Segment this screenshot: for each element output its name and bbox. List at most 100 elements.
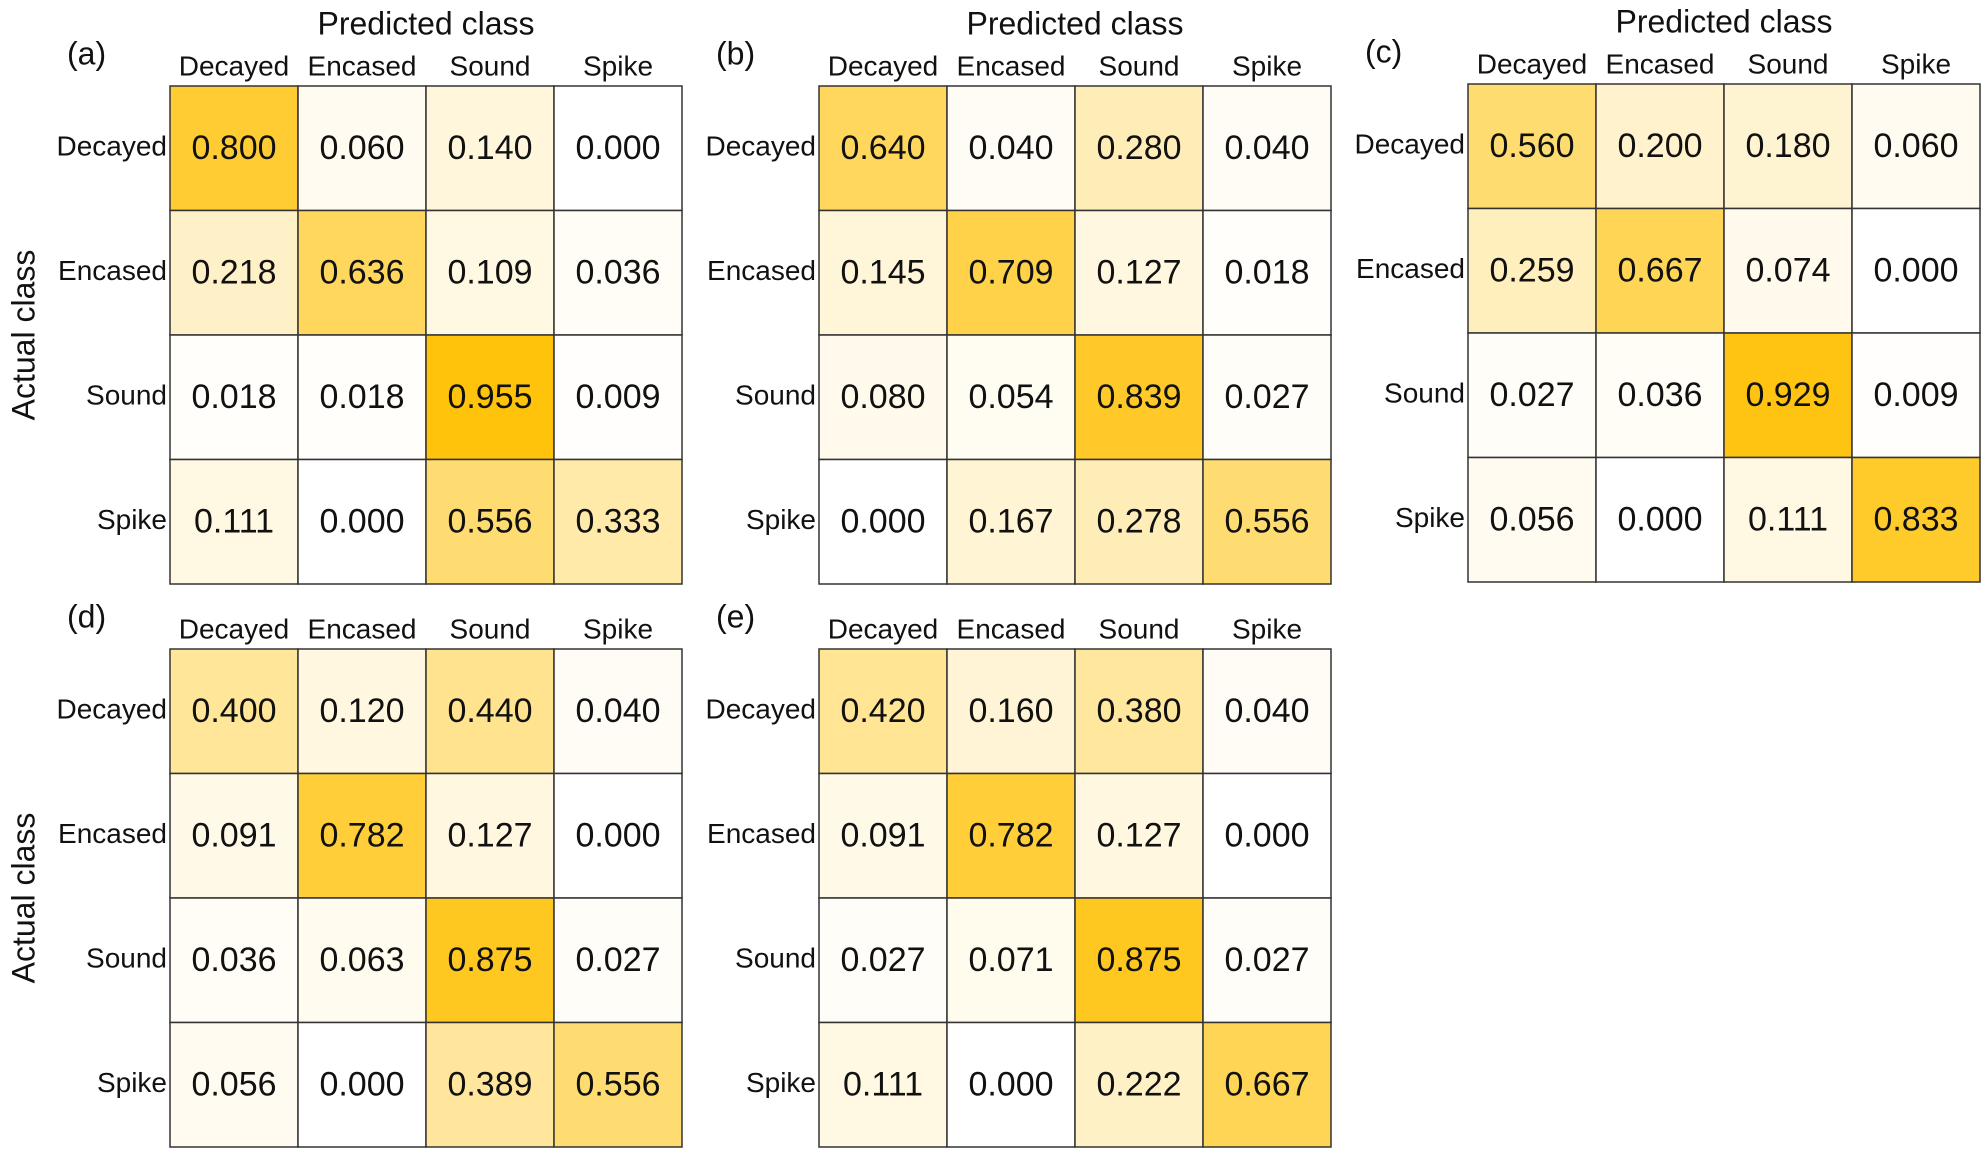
cell-label: 0.380: [1096, 692, 1181, 730]
cell-label: 0.875: [1096, 941, 1181, 979]
x-category-label: Decayed: [828, 613, 939, 644]
y-category-label: Sound: [735, 380, 816, 411]
heatmap-cell: [1851, 456, 1981, 583]
heatmap-cell: [1851, 332, 1981, 459]
heatmap-cell: [1202, 458, 1332, 585]
x-category-label: Spike: [583, 613, 653, 644]
y-category-label: Spike: [97, 504, 167, 535]
cell-label: 0.063: [319, 941, 404, 979]
heatmap-cell: [297, 85, 427, 212]
cell-label: 0.109: [447, 254, 532, 292]
cell-label: 0.036: [191, 941, 276, 979]
cell-label: 0.000: [319, 1066, 404, 1104]
heatmap-cell: [1202, 648, 1332, 775]
x-category-label: Encased: [308, 613, 417, 644]
heatmap-cell: [297, 334, 427, 461]
cell-label: 0.000: [575, 129, 660, 167]
cell-label: 0.560: [1489, 127, 1574, 165]
cell-label: 0.000: [1873, 252, 1958, 290]
heatmap-cell: [425, 85, 555, 212]
cell-label: 0.640: [840, 129, 925, 167]
heatmap-cell: [169, 772, 299, 899]
heatmap-cell: [169, 1021, 299, 1148]
y-category-label: Encased: [1356, 253, 1465, 284]
x-category-label: Encased: [1606, 48, 1715, 79]
cell-label: 0.556: [575, 1066, 660, 1104]
cell-label: 0.400: [191, 692, 276, 730]
cell-label: 0.278: [1096, 503, 1181, 541]
cell-label: 0.036: [1617, 376, 1702, 414]
cell-label: 0.000: [968, 1066, 1053, 1104]
heatmap-cell: [169, 458, 299, 585]
heatmap-cell: [818, 334, 948, 461]
heatmap-cell: [1074, 334, 1204, 461]
cell-label: 0.000: [840, 503, 925, 541]
cell-label: 0.955: [447, 378, 532, 416]
heatmap-cell: [1202, 209, 1332, 336]
x-category-label: Spike: [583, 50, 653, 81]
cell-label: 0.009: [575, 378, 660, 416]
cell-label: 0.027: [840, 941, 925, 979]
heatmap-cell: [946, 209, 1076, 336]
x-axis-title: Predicted class: [318, 5, 535, 41]
cell-label: 0.145: [840, 254, 925, 292]
y-category-label: Decayed: [705, 131, 816, 162]
heatmap-cell: [1074, 458, 1204, 585]
y-category-label: Decayed: [56, 131, 167, 162]
heatmap-cell: [297, 1021, 427, 1148]
x-category-label: Decayed: [179, 613, 290, 644]
cell-label: 0.074: [1745, 252, 1830, 290]
panel-label: (c): [1365, 33, 1402, 69]
heatmap-cell: [1074, 897, 1204, 1024]
heatmap-cell: [1851, 83, 1981, 210]
cell-label: 0.040: [1224, 129, 1309, 167]
x-category-label: Encased: [308, 50, 417, 81]
heatmap-cell: [169, 897, 299, 1024]
heatmap-cell: [553, 458, 683, 585]
cell-label: 0.040: [968, 129, 1053, 167]
heatmap-cell: [1074, 1021, 1204, 1148]
heatmap-cell: [1723, 83, 1853, 210]
cell-label: 0.036: [575, 254, 660, 292]
x-category-label: Decayed: [179, 50, 290, 81]
cell-label: 0.111: [1748, 501, 1828, 539]
x-category-label: Spike: [1881, 48, 1951, 79]
heatmap-cell: [553, 209, 683, 336]
heatmap-cell: [1202, 334, 1332, 461]
cell-label: 0.440: [447, 692, 532, 730]
cell-label: 0.018: [191, 378, 276, 416]
cell-label: 0.040: [1224, 692, 1309, 730]
y-category-label: Encased: [58, 255, 167, 286]
cell-label: 0.040: [575, 692, 660, 730]
heatmap-cell: [297, 458, 427, 585]
cell-label: 0.091: [191, 817, 276, 855]
y-category-label: Encased: [707, 255, 816, 286]
x-category-label: Sound: [450, 613, 531, 644]
cell-label: 0.009: [1873, 376, 1958, 414]
heatmap-cell: [1074, 85, 1204, 212]
cell-label: 0.389: [447, 1066, 532, 1104]
heatmap-cell: [818, 209, 948, 336]
heatmap-cell: [946, 897, 1076, 1024]
heatmap-cell: [1467, 456, 1597, 583]
y-category-label: Sound: [1384, 378, 1465, 409]
heatmap-cell: [1074, 209, 1204, 336]
cell-label: 0.000: [575, 817, 660, 855]
heatmap-cell: [818, 458, 948, 585]
cell-label: 0.018: [319, 378, 404, 416]
y-category-label: Sound: [86, 380, 167, 411]
cell-label: 0.167: [968, 503, 1053, 541]
cell-label: 0.636: [319, 254, 404, 292]
cell-label: 0.111: [843, 1066, 923, 1104]
y-axis-title: Actual class: [5, 250, 41, 421]
x-category-label: Decayed: [1477, 48, 1588, 79]
heatmap-cell: [169, 648, 299, 775]
cell-label: 0.782: [968, 817, 1053, 855]
cell-label: 0.420: [840, 692, 925, 730]
panel-label: (a): [67, 35, 106, 71]
heatmap-cell: [946, 1021, 1076, 1148]
cell-label: 0.140: [447, 129, 532, 167]
panel-label: (e): [716, 598, 755, 634]
heatmap-cell: [818, 897, 948, 1024]
cell-label: 0.280: [1096, 129, 1181, 167]
